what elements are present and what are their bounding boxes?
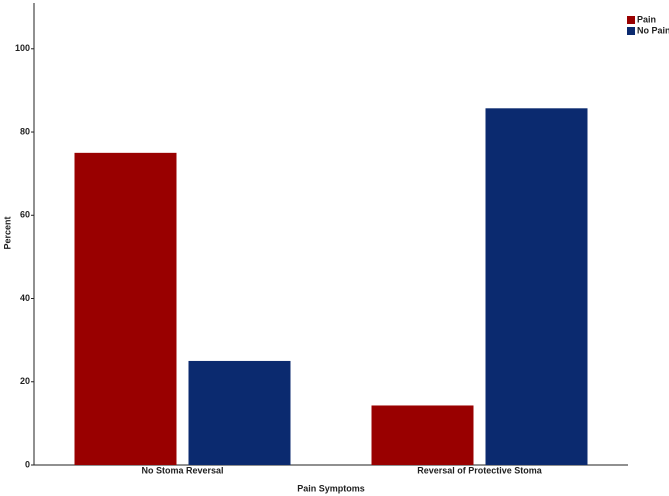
legend-swatch xyxy=(627,16,635,24)
legend-label: Pain xyxy=(637,14,656,24)
y-tick-label: 20 xyxy=(20,376,30,386)
bar xyxy=(371,405,474,465)
bar xyxy=(188,360,291,465)
bar xyxy=(74,152,177,466)
y-tick-label: 80 xyxy=(20,126,30,136)
y-tick-label: 60 xyxy=(20,210,30,220)
y-tick-label: 100 xyxy=(15,43,30,53)
legend-swatch xyxy=(627,27,635,35)
y-tick-label: 40 xyxy=(20,293,30,303)
x-tick-label: No Stoma Reversal xyxy=(141,465,223,475)
bar xyxy=(485,108,588,465)
x-axis-label: Pain Symptoms xyxy=(297,483,365,493)
legend-label: No Pain xyxy=(637,25,669,35)
y-tick-label: 0 xyxy=(25,459,30,469)
y-axis-label: Percent xyxy=(2,216,12,249)
x-tick-label: Reversal of Protective Stoma xyxy=(417,465,543,475)
